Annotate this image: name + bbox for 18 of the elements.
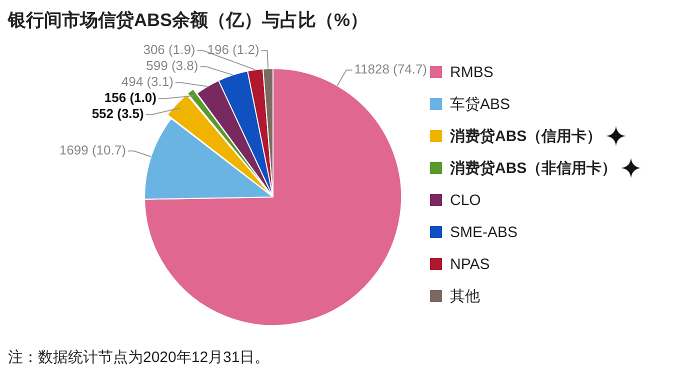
data-label: 494 (3.1) <box>121 74 174 90</box>
chart-title: 银行间市场信贷ABS余额（亿）与占比（%） <box>8 9 370 32</box>
data-label: 306 (1.9) <box>143 42 196 58</box>
data-label: 1699 (10.7) <box>59 142 126 158</box>
data-label: 552 (3.5) <box>92 106 144 122</box>
legend-label: 消费贷ABS（非信用卡） <box>450 158 617 178</box>
data-label: 156 (1.0) <box>104 90 156 106</box>
data-label: 599 (3.8) <box>146 58 198 74</box>
data-label: 196 (1.2) <box>207 42 260 58</box>
legend-label: SME-ABS <box>450 224 518 240</box>
data-label: 11828 (74.7) <box>354 62 428 77</box>
legend-label: 其他 <box>450 286 480 306</box>
text: 注：数据统计节点为2020年12月31日。 <box>8 348 271 367</box>
legend-label: RMBS <box>450 64 494 80</box>
legend-label: 车贷ABS <box>450 94 510 114</box>
legend-label: NPAS <box>450 256 490 272</box>
legend-label: CLO <box>450 192 481 208</box>
legend-label: 消费贷ABS（信用卡） <box>450 126 602 146</box>
